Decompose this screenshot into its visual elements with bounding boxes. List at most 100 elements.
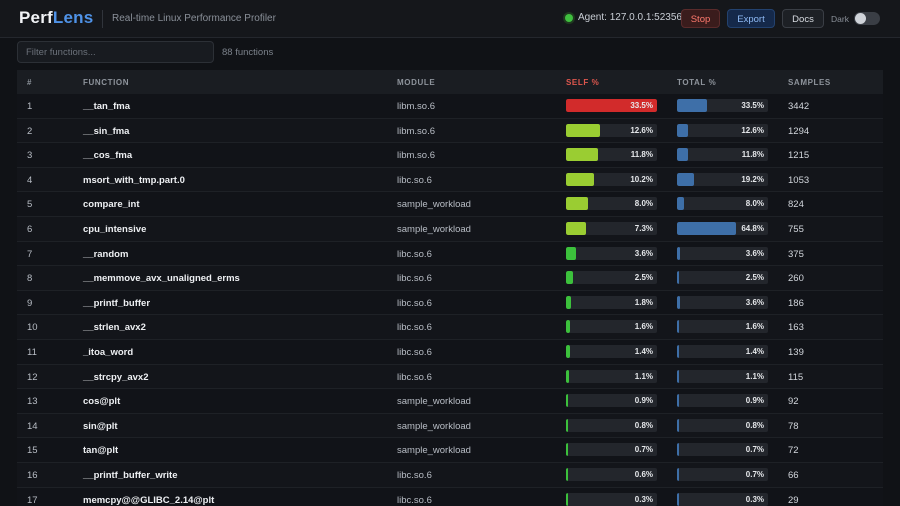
stop-button[interactable]: Stop [681, 9, 720, 28]
column-header-self[interactable]: SELF % [566, 78, 600, 87]
logo-perf: Perf [19, 8, 53, 27]
function-name: compare_int [83, 199, 140, 211]
table-row[interactable]: 5 compare_int sample_workload 8.0% 8.0% 824 [17, 192, 883, 217]
total-percent-label: 1.6% [745, 322, 764, 332]
sample-count: 163 [788, 322, 804, 334]
module-name: sample_workload [397, 396, 471, 408]
total-percent-fill [677, 123, 689, 137]
app-logo: PerfLens [19, 8, 93, 28]
sample-count: 29 [788, 494, 799, 506]
table-row[interactable]: 12 __strcpy_avx2 libc.so.6 1.1% 1.1% 115 [17, 364, 883, 390]
row-index: 1 [27, 101, 33, 112]
column-header-module[interactable]: MODULE [397, 78, 436, 87]
function-name: cpu_intensive [83, 223, 147, 235]
self-percent-fill [566, 197, 588, 211]
total-percent-fill [677, 99, 708, 112]
total-percent-bar: 3.6% [677, 246, 768, 260]
total-percent-label: 11.8% [741, 150, 764, 160]
self-percent-fill [566, 295, 571, 309]
table-row[interactable]: 13 cos@plt sample_workload 0.9% 0.9% 92 [17, 389, 883, 414]
agent-status-text: Agent: 127.0.0.1:52356 [578, 12, 682, 23]
total-percent-label: 12.6% [741, 125, 764, 135]
sample-count: 72 [788, 445, 799, 457]
header-divider [102, 10, 103, 28]
module-name: libc.so.6 [397, 297, 432, 309]
self-percent-label: 10.2% [630, 174, 653, 184]
row-index: 4 [27, 174, 33, 186]
function-name: __strlen_avx2 [83, 322, 146, 334]
function-name: __memmove_avx_unaligned_erms [83, 273, 240, 285]
total-percent-fill [677, 492, 679, 506]
module-name: libc.so.6 [397, 469, 432, 481]
module-name: libc.so.6 [397, 248, 432, 260]
sample-count: 3442 [788, 101, 810, 112]
table-row[interactable]: 16 __printf_buffer_write libc.so.6 0.6% 0.7%… [17, 462, 883, 488]
table-row[interactable]: 10 __strlen_avx2 libc.so.6 1.6% 1.6% 163 [17, 315, 883, 340]
total-percent-fill [677, 246, 681, 260]
table-row[interactable]: 14 sin@plt sample_workload 0.8% 0.8% 78 [17, 413, 883, 439]
table-row[interactable]: 2 __sin_fma libm.so.6 12.6% 12.6% 1294 [17, 118, 883, 144]
function-name: __sin_fma [83, 125, 130, 137]
self-percent-bar: 2.5% [566, 271, 657, 285]
table-row[interactable]: 15 tan@plt sample_workload 0.7% 0.7% 72 [17, 438, 883, 463]
sample-count: 260 [788, 273, 804, 285]
self-percent-label: 2.5% [634, 273, 653, 283]
dark-mode-toggle[interactable] [854, 12, 880, 25]
docs-button[interactable]: Docs [782, 9, 824, 28]
self-percent-label: 0.6% [634, 469, 653, 479]
table-row[interactable]: 7 __random libc.so.6 3.6% 3.6% 375 [17, 241, 883, 267]
column-header-total[interactable]: TOTAL % [677, 78, 717, 87]
total-percent-label: 2.5% [745, 273, 764, 283]
column-header-function[interactable]: FUNCTION [83, 78, 130, 87]
row-index: 16 [27, 469, 38, 481]
self-percent-fill [566, 369, 569, 383]
self-percent-fill [566, 148, 599, 162]
table-row[interactable]: 1 __tan_fma libm.so.6 33.5% 33.5% 3442 [17, 94, 883, 119]
self-percent-bar: 10.2% [566, 172, 657, 186]
row-index: 3 [27, 150, 33, 162]
filter-functions-input[interactable] [17, 41, 214, 63]
self-percent-label: 0.8% [634, 420, 653, 430]
function-name: __random [83, 248, 129, 260]
export-button[interactable]: Export [727, 9, 775, 28]
module-name: libc.so.6 [397, 346, 432, 358]
row-index: 2 [27, 125, 33, 137]
self-percent-bar: 8.0% [566, 197, 657, 211]
total-percent-label: 0.7% [745, 445, 764, 455]
column-header-index[interactable]: # [27, 78, 33, 87]
total-percent-fill [677, 418, 679, 432]
sample-count: 66 [788, 469, 799, 481]
column-header-samples[interactable]: SAMPLES [788, 78, 831, 87]
table-row[interactable]: 17 memcpy@@GLIBC_2.14@plt libc.so.6 0.3% 0.3… [17, 487, 883, 506]
table-row[interactable]: 9 __printf_buffer libc.so.6 1.8% 3.6% 186 [17, 290, 883, 316]
function-name: __printf_buffer [83, 297, 151, 309]
self-percent-bar: 0.6% [566, 467, 657, 481]
module-name: libc.so.6 [397, 273, 432, 285]
self-percent-label: 8.0% [634, 199, 653, 209]
total-percent-fill [677, 394, 679, 408]
table-row[interactable]: 8 __memmove_avx_unaligned_erms libc.so.6 2.… [17, 266, 883, 291]
row-index: 13 [27, 396, 38, 408]
toggle-knob [855, 13, 866, 24]
total-percent-bar: 0.9% [677, 394, 768, 408]
self-percent-bar: 11.8% [566, 148, 657, 162]
self-percent-label: 0.7% [634, 445, 653, 455]
self-percent-fill [566, 99, 657, 112]
functions-table: # FUNCTION MODULE SELF % TOTAL % SAMPLES… [17, 70, 883, 506]
self-percent-fill [566, 418, 569, 432]
table-row[interactable]: 3 __cos_fma libm.so.6 11.8% 11.8% 1215 [17, 143, 883, 168]
total-percent-bar: 1.1% [677, 369, 768, 383]
table-row[interactable]: 4 msort_with_tmp.part.0 libc.so.6 10.2% 19.2… [17, 167, 883, 193]
total-percent-fill [677, 467, 679, 481]
sample-count: 375 [788, 248, 804, 260]
table-row[interactable]: 11 _itoa_word libc.so.6 1.4% 1.4% 139 [17, 339, 883, 365]
table-row[interactable]: 6 cpu_intensive sample_workload 7.3% 64.8% 75… [17, 216, 883, 242]
logo-lens: Lens [52, 8, 94, 27]
total-percent-fill [677, 369, 679, 383]
self-percent-label: 33.5% [630, 101, 653, 110]
total-percent-fill [677, 344, 679, 358]
sample-count: 186 [788, 297, 804, 309]
row-index: 15 [27, 445, 38, 457]
sample-count: 1294 [788, 125, 810, 137]
total-percent-label: 8.0% [745, 199, 764, 209]
